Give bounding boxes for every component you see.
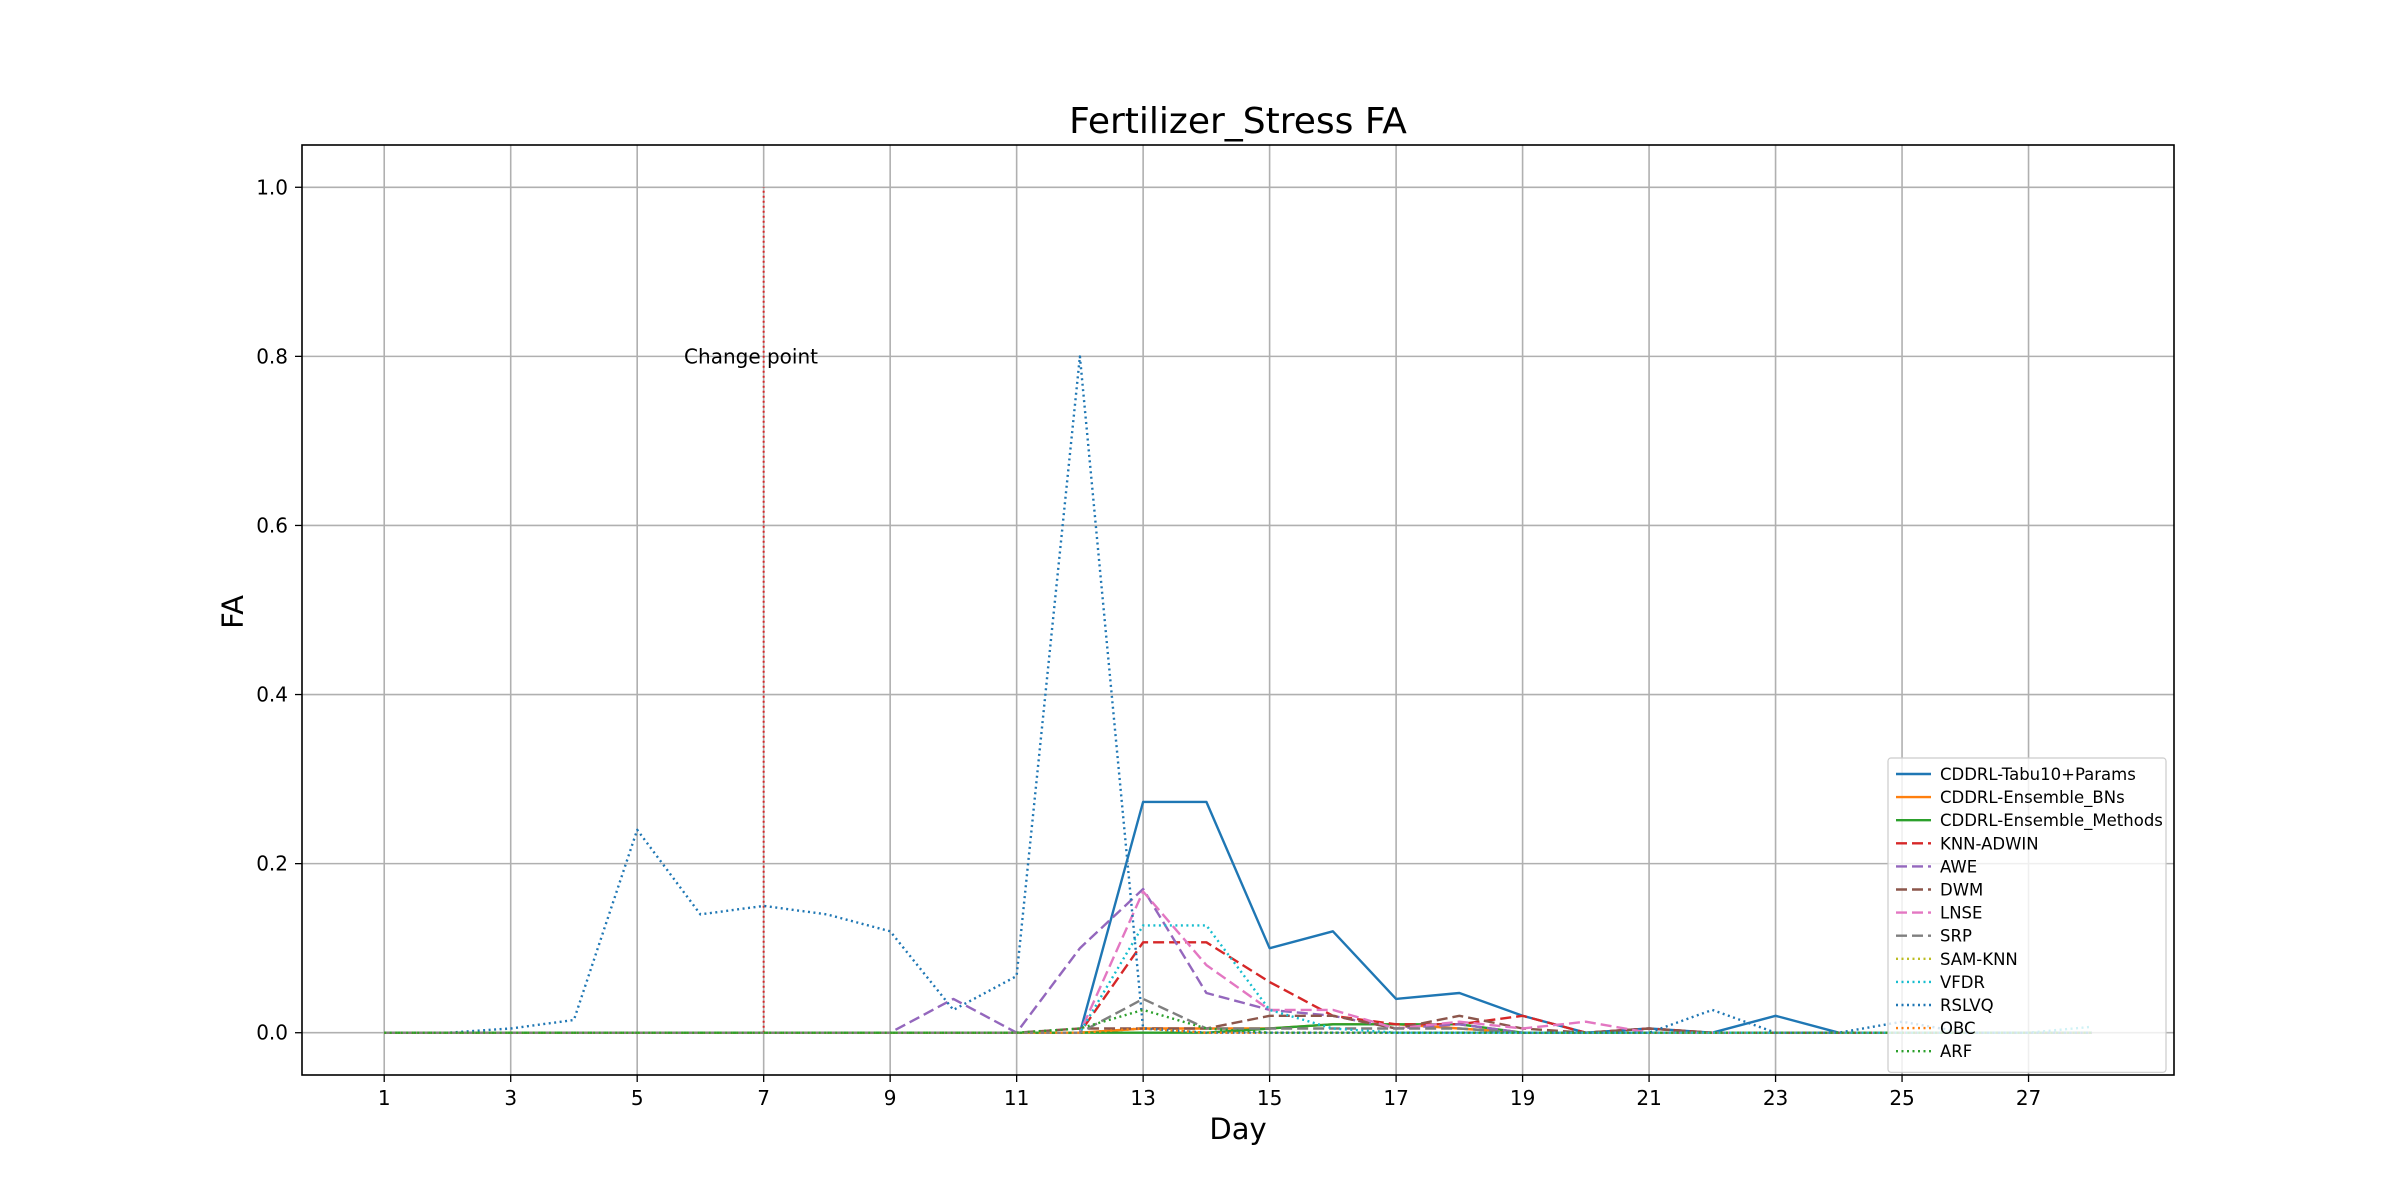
legend-label: SAM-KNN xyxy=(1940,950,2018,969)
legend-label: OBC xyxy=(1940,1019,1976,1038)
chart-title: Fertilizer_Stress FA xyxy=(1069,101,1407,142)
legend-box xyxy=(1887,757,2167,1073)
x-tick-label: 15 xyxy=(1257,1086,1282,1110)
y-tick-label: 1.0 xyxy=(256,175,288,199)
series-line-obc xyxy=(384,1027,2092,1034)
x-tick-label: 23 xyxy=(1763,1086,1788,1110)
x-tick-label: 21 xyxy=(1636,1086,1661,1110)
series-line-lnse xyxy=(384,890,2092,1034)
series-line-vfdr xyxy=(384,924,2092,1034)
x-tick-label: 19 xyxy=(1510,1086,1535,1110)
legend-label: VFDR xyxy=(1940,973,1985,992)
change-point-marker: Change point xyxy=(684,187,818,1033)
x-axis-label: Day xyxy=(1209,1112,1266,1146)
x-tick-label: 7 xyxy=(757,1086,770,1110)
legend-label: KNN-ADWIN xyxy=(1940,834,2039,853)
x-tick-label: 13 xyxy=(1130,1086,1155,1110)
legend-label: CDDRL-Tabu10+Params xyxy=(1940,765,2136,784)
x-tick-label: 9 xyxy=(884,1086,897,1110)
legend-label: CDDRL-Ensemble_BNs xyxy=(1940,788,2125,808)
y-tick-label: 0.6 xyxy=(256,513,288,537)
x-tick-label: 11 xyxy=(1004,1086,1029,1110)
legend: CDDRL-Tabu10+Params CDDRL-Ensemble_BNs CDD… xyxy=(1887,757,2167,1073)
x-tick-label: 3 xyxy=(504,1086,517,1110)
series-lines xyxy=(384,355,2092,1034)
legend-label: DWM xyxy=(1940,881,1983,900)
y-tick-label: 0.0 xyxy=(256,1021,288,1045)
x-tick-label: 27 xyxy=(2016,1086,2041,1110)
y-tick-label: 0.2 xyxy=(256,852,288,876)
change-point-label: Change point xyxy=(684,344,818,368)
legend-label: ARF xyxy=(1940,1042,1972,1061)
legend-label: AWE xyxy=(1940,857,1977,876)
y-tick-label: 0.8 xyxy=(256,344,288,368)
series-line-srp xyxy=(384,997,2092,1034)
y-axis-label: FA xyxy=(216,595,250,629)
series-line-arf xyxy=(384,1008,2092,1034)
legend-label: CDDRL-Ensemble_Methods xyxy=(1940,811,2163,831)
y-tick-label: 0.4 xyxy=(256,683,288,707)
x-tick-label: 25 xyxy=(1889,1086,1914,1110)
axis-ticks: 1 3 5 7 9 11 13 15 17 19 21 23 25 270.00.20.40.60.81.… xyxy=(256,175,2041,1110)
legend-label: LNSE xyxy=(1940,904,1982,923)
x-tick-label: 5 xyxy=(631,1086,644,1110)
plot-area-frame xyxy=(301,144,2175,1076)
legend-label: RSLVQ xyxy=(1940,996,1994,1015)
legend-label: SRP xyxy=(1940,927,1972,946)
series-line-cddrl-tabu10-params xyxy=(384,800,2092,1034)
x-tick-label: 17 xyxy=(1383,1086,1408,1110)
x-tick-label: 1 xyxy=(378,1086,391,1110)
